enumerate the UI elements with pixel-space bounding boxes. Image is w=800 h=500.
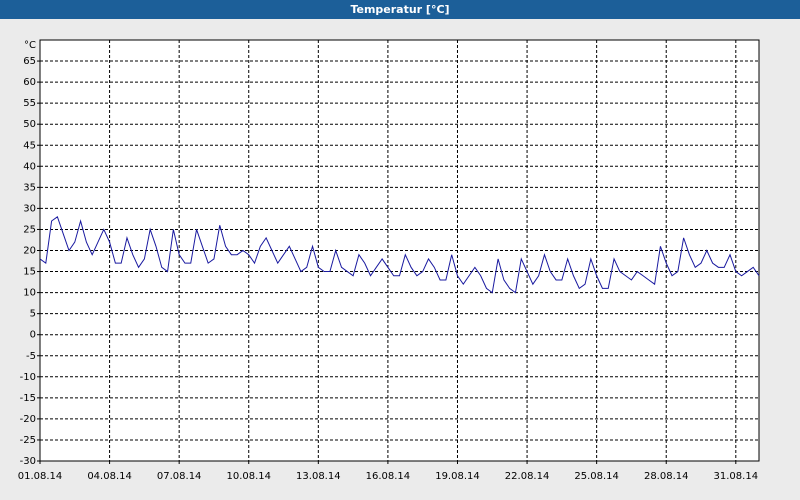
x-tick-label: 16.08.14 xyxy=(366,471,411,482)
y-unit: °C xyxy=(24,40,36,51)
y-tick-label: 0 xyxy=(30,330,36,341)
y-tick-label: 25 xyxy=(23,224,36,235)
y-tick-label: 40 xyxy=(23,161,36,172)
chart-title: Temperatur [°C] xyxy=(350,3,449,16)
y-tick-label: -30 xyxy=(20,456,36,467)
x-tick-label: 25.08.14 xyxy=(574,471,619,482)
title-bar xyxy=(0,0,800,19)
x-tick-label: 04.08.14 xyxy=(87,471,132,482)
x-tick-label: 28.08.14 xyxy=(644,471,689,482)
y-tick-label: 50 xyxy=(23,119,36,130)
y-tick-label: -20 xyxy=(20,414,36,425)
x-tick-label: 19.08.14 xyxy=(435,471,480,482)
y-tick-label: -5 xyxy=(26,351,36,362)
y-tick-label: 45 xyxy=(23,140,36,151)
plot-area xyxy=(39,39,760,462)
x-tick-label: 10.08.14 xyxy=(226,471,271,482)
y-tick-label: 60 xyxy=(23,77,36,88)
y-tick-label: 20 xyxy=(23,246,36,257)
y-tick-label: 10 xyxy=(23,288,36,299)
data-line xyxy=(39,216,760,294)
y-tick-label: 55 xyxy=(23,98,36,109)
x-tick-label: 13.08.14 xyxy=(296,471,341,482)
x-tick-label: 07.08.14 xyxy=(157,471,202,482)
x-tick-label: 01.08.14 xyxy=(18,471,63,482)
y-tick-label: -15 xyxy=(20,393,36,404)
y-tick-label: 15 xyxy=(23,267,36,278)
x-tick-label: 22.08.14 xyxy=(505,471,550,482)
y-tick-label: 35 xyxy=(23,182,36,193)
x-tick-label: 31.08.14 xyxy=(714,471,759,482)
y-tick-label: 65 xyxy=(23,56,36,67)
y-tick-label: -10 xyxy=(20,372,36,383)
y-tick-label: 30 xyxy=(23,203,36,214)
y-tick-label: -25 xyxy=(20,435,36,446)
y-tick-label: 5 xyxy=(30,309,36,320)
